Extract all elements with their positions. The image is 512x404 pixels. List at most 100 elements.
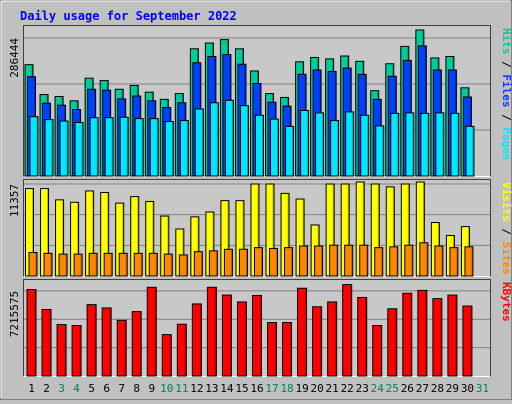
x-tick-label: 8	[133, 382, 140, 395]
bar-pages-day-6-shade	[111, 118, 113, 176]
y-axis-max-label: 11357	[8, 184, 21, 217]
bar-kbytes-day-19	[297, 287, 308, 377]
bar-pages-day-11	[179, 120, 189, 177]
bars	[26, 284, 473, 377]
bar-kbytes-day-3-shade	[64, 325, 66, 376]
bar-kbytes-day-15	[236, 301, 247, 377]
bar-kbytes-day-4	[71, 325, 82, 377]
bar-pages-day-2-shade	[51, 120, 53, 176]
x-tick-label: 13	[205, 382, 218, 395]
bar-visits-day-8-shade	[137, 197, 139, 276]
bar-kbytes-day-5-shade	[94, 305, 96, 376]
bar-pages-day-4	[74, 122, 84, 177]
bar-kbytes-day-1-shade	[34, 290, 36, 376]
bar-sites-day-24-shade	[381, 248, 383, 276]
bar-sites-day-4	[73, 253, 83, 277]
bar-kbytes-day-11-shade	[184, 324, 186, 376]
bar-pages-day-29	[450, 112, 460, 177]
bar-pages-day-25-shade	[397, 113, 399, 176]
bar-sites-day-28-shade	[441, 246, 443, 276]
bar-sites-day-17-shade	[276, 248, 278, 276]
panel-hits-files-pages: 286444 Hits / Files / Pages	[8, 25, 512, 177]
bar-kbytes-day-23	[357, 296, 368, 377]
bar-kbytes-day-21	[327, 301, 338, 377]
bar-kbytes-day-16-shade	[259, 295, 261, 376]
bar-pages-day-9-shade	[156, 119, 158, 176]
bar-sites-day-29	[449, 247, 459, 277]
bar-files-day-27-shade	[424, 46, 426, 176]
bar-sites-day-7	[118, 252, 128, 277]
bar-pages-day-10	[164, 121, 174, 177]
bar-sites-day-13	[208, 250, 218, 277]
bar-sites-day-4-shade	[80, 254, 82, 276]
bar-kbytes-day-12	[191, 303, 202, 377]
right-legend: Visits / Sites	[500, 182, 512, 275]
bar-kbytes-day-24	[372, 325, 383, 377]
x-axis-labels: 1 2 3 4 5 6 7 8 9 10 11 12 13 14 15 16 17 18 19 20 21 22 23 24 2…	[28, 382, 489, 395]
bar-sites-day-22-shade	[351, 245, 353, 276]
bar-kbytes-day-27	[417, 289, 428, 377]
bar-sites-day-1	[28, 252, 38, 277]
bar-kbytes-day-2	[41, 308, 52, 377]
x-tick-label: 24	[371, 382, 385, 395]
bar-pages-day-16	[254, 114, 264, 177]
chart-title: Daily usage for September 2022	[20, 9, 237, 23]
bar-sites-day-25-shade	[396, 247, 398, 276]
bar-pages-day-13-shade	[216, 103, 218, 176]
bar-pages-day-26-shade	[412, 113, 414, 176]
bar-kbytes-day-26-shade	[410, 293, 412, 376]
x-tick-label: 28	[431, 382, 444, 395]
bar-pages-day-30-shade	[472, 126, 474, 176]
bar-kbytes-day-16	[251, 294, 262, 377]
bar-pages-day-28	[435, 112, 445, 177]
bar-sites-day-21	[329, 244, 339, 277]
bar-kbytes-day-27-shade	[425, 290, 427, 376]
legend-separator: /	[500, 108, 512, 128]
bar-kbytes-day-19-shade	[305, 288, 307, 376]
x-tick-label: 19	[295, 382, 308, 395]
bar-pages-day-22	[345, 111, 355, 177]
bar-sites-day-27	[419, 242, 429, 277]
bar-kbytes-day-1	[26, 289, 37, 377]
legend-sites: Sites	[500, 242, 512, 275]
bar-pages-day-1	[29, 116, 39, 177]
bar-kbytes-day-14-shade	[229, 295, 231, 376]
bar-pages-day-15	[239, 105, 249, 177]
legend-files: Files	[500, 74, 512, 107]
bar-sites-day-2	[43, 252, 53, 277]
bar-sites-day-2-shade	[50, 253, 52, 276]
bar-sites-day-16	[253, 247, 263, 277]
x-tick-label: 22	[341, 382, 354, 395]
bar-kbytes-day-3	[56, 324, 67, 377]
bar-kbytes-day-25	[387, 308, 398, 377]
bar-kbytes-day-7	[116, 319, 127, 377]
bar-kbytes-day-23-shade	[365, 297, 367, 376]
x-tick-label: 6	[103, 382, 110, 395]
bar-pages-day-4-shade	[81, 123, 83, 176]
bar-sites-day-17	[269, 247, 279, 277]
bar-kbytes-day-29	[447, 294, 458, 377]
x-tick-label: 4	[73, 382, 80, 395]
bar-sites-day-16-shade	[260, 248, 262, 276]
bar-visits-day-18-shade	[287, 193, 289, 276]
bar-visits-day-16-shade	[257, 184, 259, 276]
bar-visits-day-12-shade	[197, 217, 199, 276]
x-tick-label: 9	[148, 382, 155, 395]
bar-visits-day-1-shade	[32, 189, 33, 276]
bar-kbytes-day-30-shade	[470, 306, 472, 376]
bar-sites-day-8-shade	[140, 253, 142, 276]
bar-pages-day-20	[315, 112, 325, 177]
bar-sites-day-24	[374, 247, 384, 277]
x-tick-label: 12	[190, 382, 203, 395]
bar-kbytes-day-8	[131, 311, 142, 377]
bar-kbytes-day-9	[146, 286, 157, 377]
right-legend: KBytes	[500, 282, 512, 322]
bar-sites-day-14	[223, 248, 233, 277]
x-tick-label: 10	[160, 382, 173, 395]
bar-pages-day-18	[285, 125, 295, 177]
bar-sites-day-9-shade	[155, 253, 157, 276]
bar-sites-day-28	[434, 245, 444, 277]
bar-sites-day-19-shade	[306, 246, 308, 276]
bar-sites-day-10-shade	[170, 254, 172, 276]
